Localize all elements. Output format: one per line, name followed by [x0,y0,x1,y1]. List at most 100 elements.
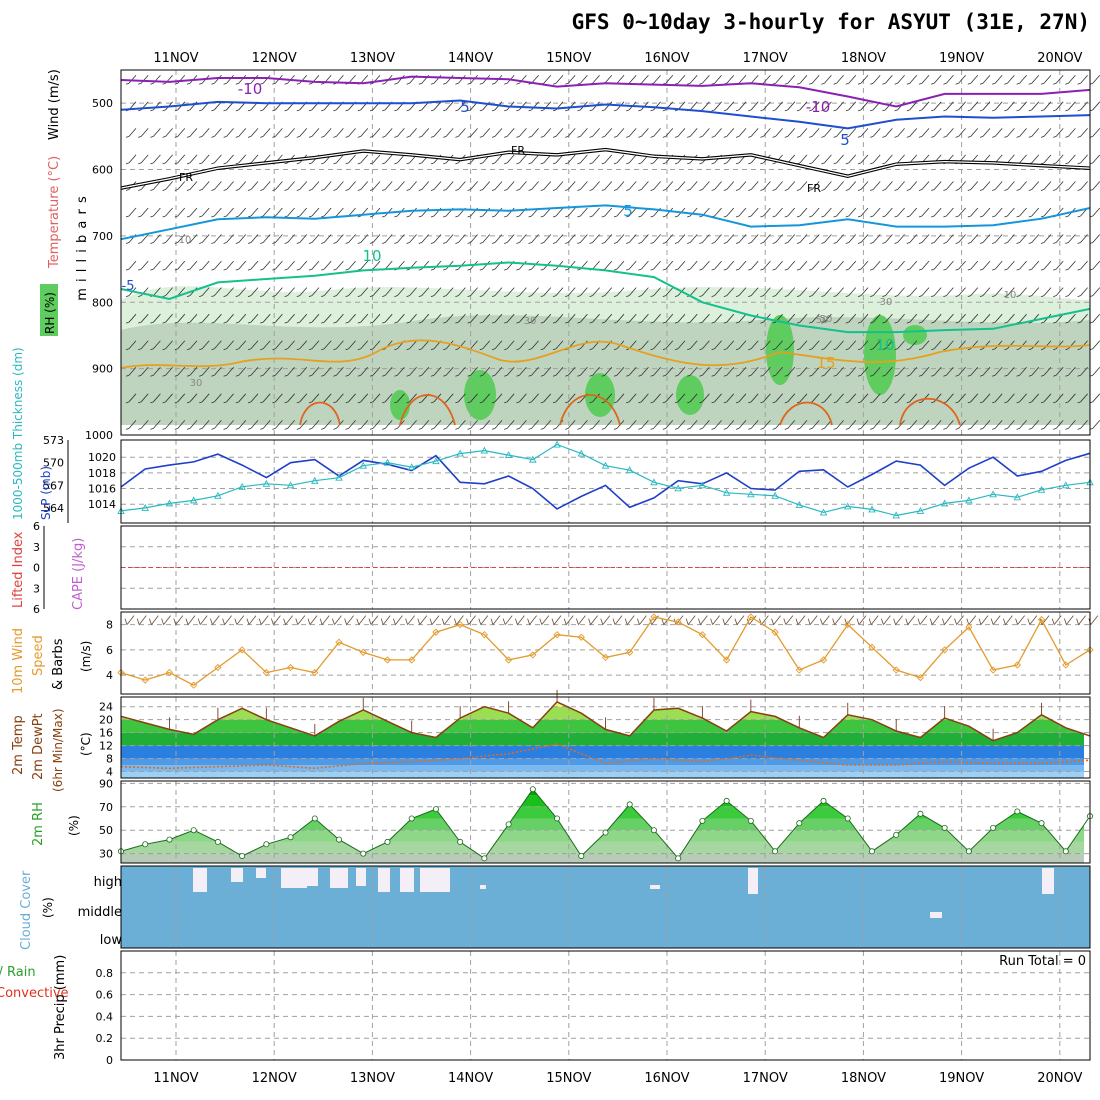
wind-barb [882,234,893,244]
wind-barb [577,75,588,85]
wind-barb [333,154,344,165]
wind-barb [1065,154,1076,165]
x-tick-label-top: 12NOV [252,51,297,66]
wind-barb [894,313,905,324]
y-tick-label-precip: 0.8 [96,967,114,980]
wind-barb [992,207,1003,218]
wind-barb [1028,367,1040,377]
wind-barb [333,393,344,404]
wind-barb [870,234,881,244]
wind-barb [186,260,198,271]
contour-label: 10 [1004,290,1017,301]
wind-barb [467,420,478,430]
wind-barb [491,313,503,324]
wind-barb [430,181,442,191]
contour-10C [120,261,1091,334]
wind-speed-marker [553,631,561,639]
wind-barb [735,260,747,271]
contour-label: 50 [820,314,833,325]
wind-barb [162,340,173,351]
dewpoint-line [120,743,1091,770]
wind-barb [906,128,918,138]
surface-wind-barb [637,615,647,625]
wind-barb [687,367,698,377]
wind-barb [699,287,710,298]
thickness-marker [698,481,707,489]
wind-barb [162,154,173,165]
wind-barb [638,181,649,191]
wind-barb [321,207,332,218]
wind-barb [516,181,527,191]
cloud-gap [650,885,660,889]
wind-barb [870,313,881,324]
wind-barb [357,234,369,244]
wind-barb [321,367,332,377]
wind-barb [1053,287,1064,298]
wind-barb [296,260,308,271]
thickness-marker [456,449,464,457]
wind-barb [1004,75,1015,85]
wind-barb [296,287,308,298]
wind-speed-marker [504,656,513,664]
wind-barb [345,154,356,165]
legend-cloud-cover: Cloud Cover [19,870,34,950]
wind-barb [918,340,930,351]
wind-barb [1004,181,1015,191]
thickness-marker [165,499,174,507]
wind-barb [552,367,564,377]
wind-barb [308,234,320,244]
wind-barb [955,260,966,271]
wind-barb [528,181,539,191]
wind-barb [150,234,161,244]
wind-barb [967,393,979,404]
wind-speed-marker [868,643,876,651]
wind-barb [565,154,576,165]
wind-barb [906,420,918,430]
wind-barb [821,75,832,85]
wind-barb [357,420,369,430]
wind-barb [284,207,295,218]
surface-wind-barb [539,615,550,625]
wind-barb [1077,260,1088,271]
wind-barb [992,234,1003,244]
wind-barb [943,75,954,85]
wind-barb [857,313,869,324]
wind-barb [967,420,979,430]
surface-wind-barb [368,615,379,625]
wind-barb [1089,287,1100,298]
thickness-marker [359,461,368,469]
rh-marker [917,810,924,817]
wind-barb [394,313,405,324]
wind-barb [735,207,747,218]
wind-barb [150,207,161,218]
wind-barb [504,340,515,351]
wind-barb [552,287,564,298]
labels-layer: 11NOV 11NOV 12NOV 12NOV 13NOV 13NOV 14NOV 14NOV… [0,51,1086,1086]
wind-barb [223,154,234,165]
legend-rh-swatch [40,284,58,336]
rh-marker [190,827,197,834]
wind-barb [577,128,588,138]
wind-barb [540,367,552,377]
wind-barb [943,313,954,324]
wind-barb [1089,101,1100,112]
rh-marker [287,834,294,841]
wind-barb [894,367,905,377]
wind-barb [272,234,283,244]
wind-barb [845,234,857,244]
wind-barb [540,128,552,138]
wind-barb [967,75,979,85]
wind-barb [626,128,637,138]
wind-barb [723,287,735,298]
wind-barb [723,101,735,112]
wind-barb [345,181,356,191]
wind-barb [455,367,466,377]
rh-fill-high [903,325,927,345]
wind-barb [833,393,844,404]
wind-barb [577,207,588,218]
wind-barb [601,101,613,112]
y-tick-label-pressure: 500 [92,97,113,110]
wind-barb [479,234,491,244]
wind-barb [369,340,381,351]
temp-band [121,732,1084,746]
